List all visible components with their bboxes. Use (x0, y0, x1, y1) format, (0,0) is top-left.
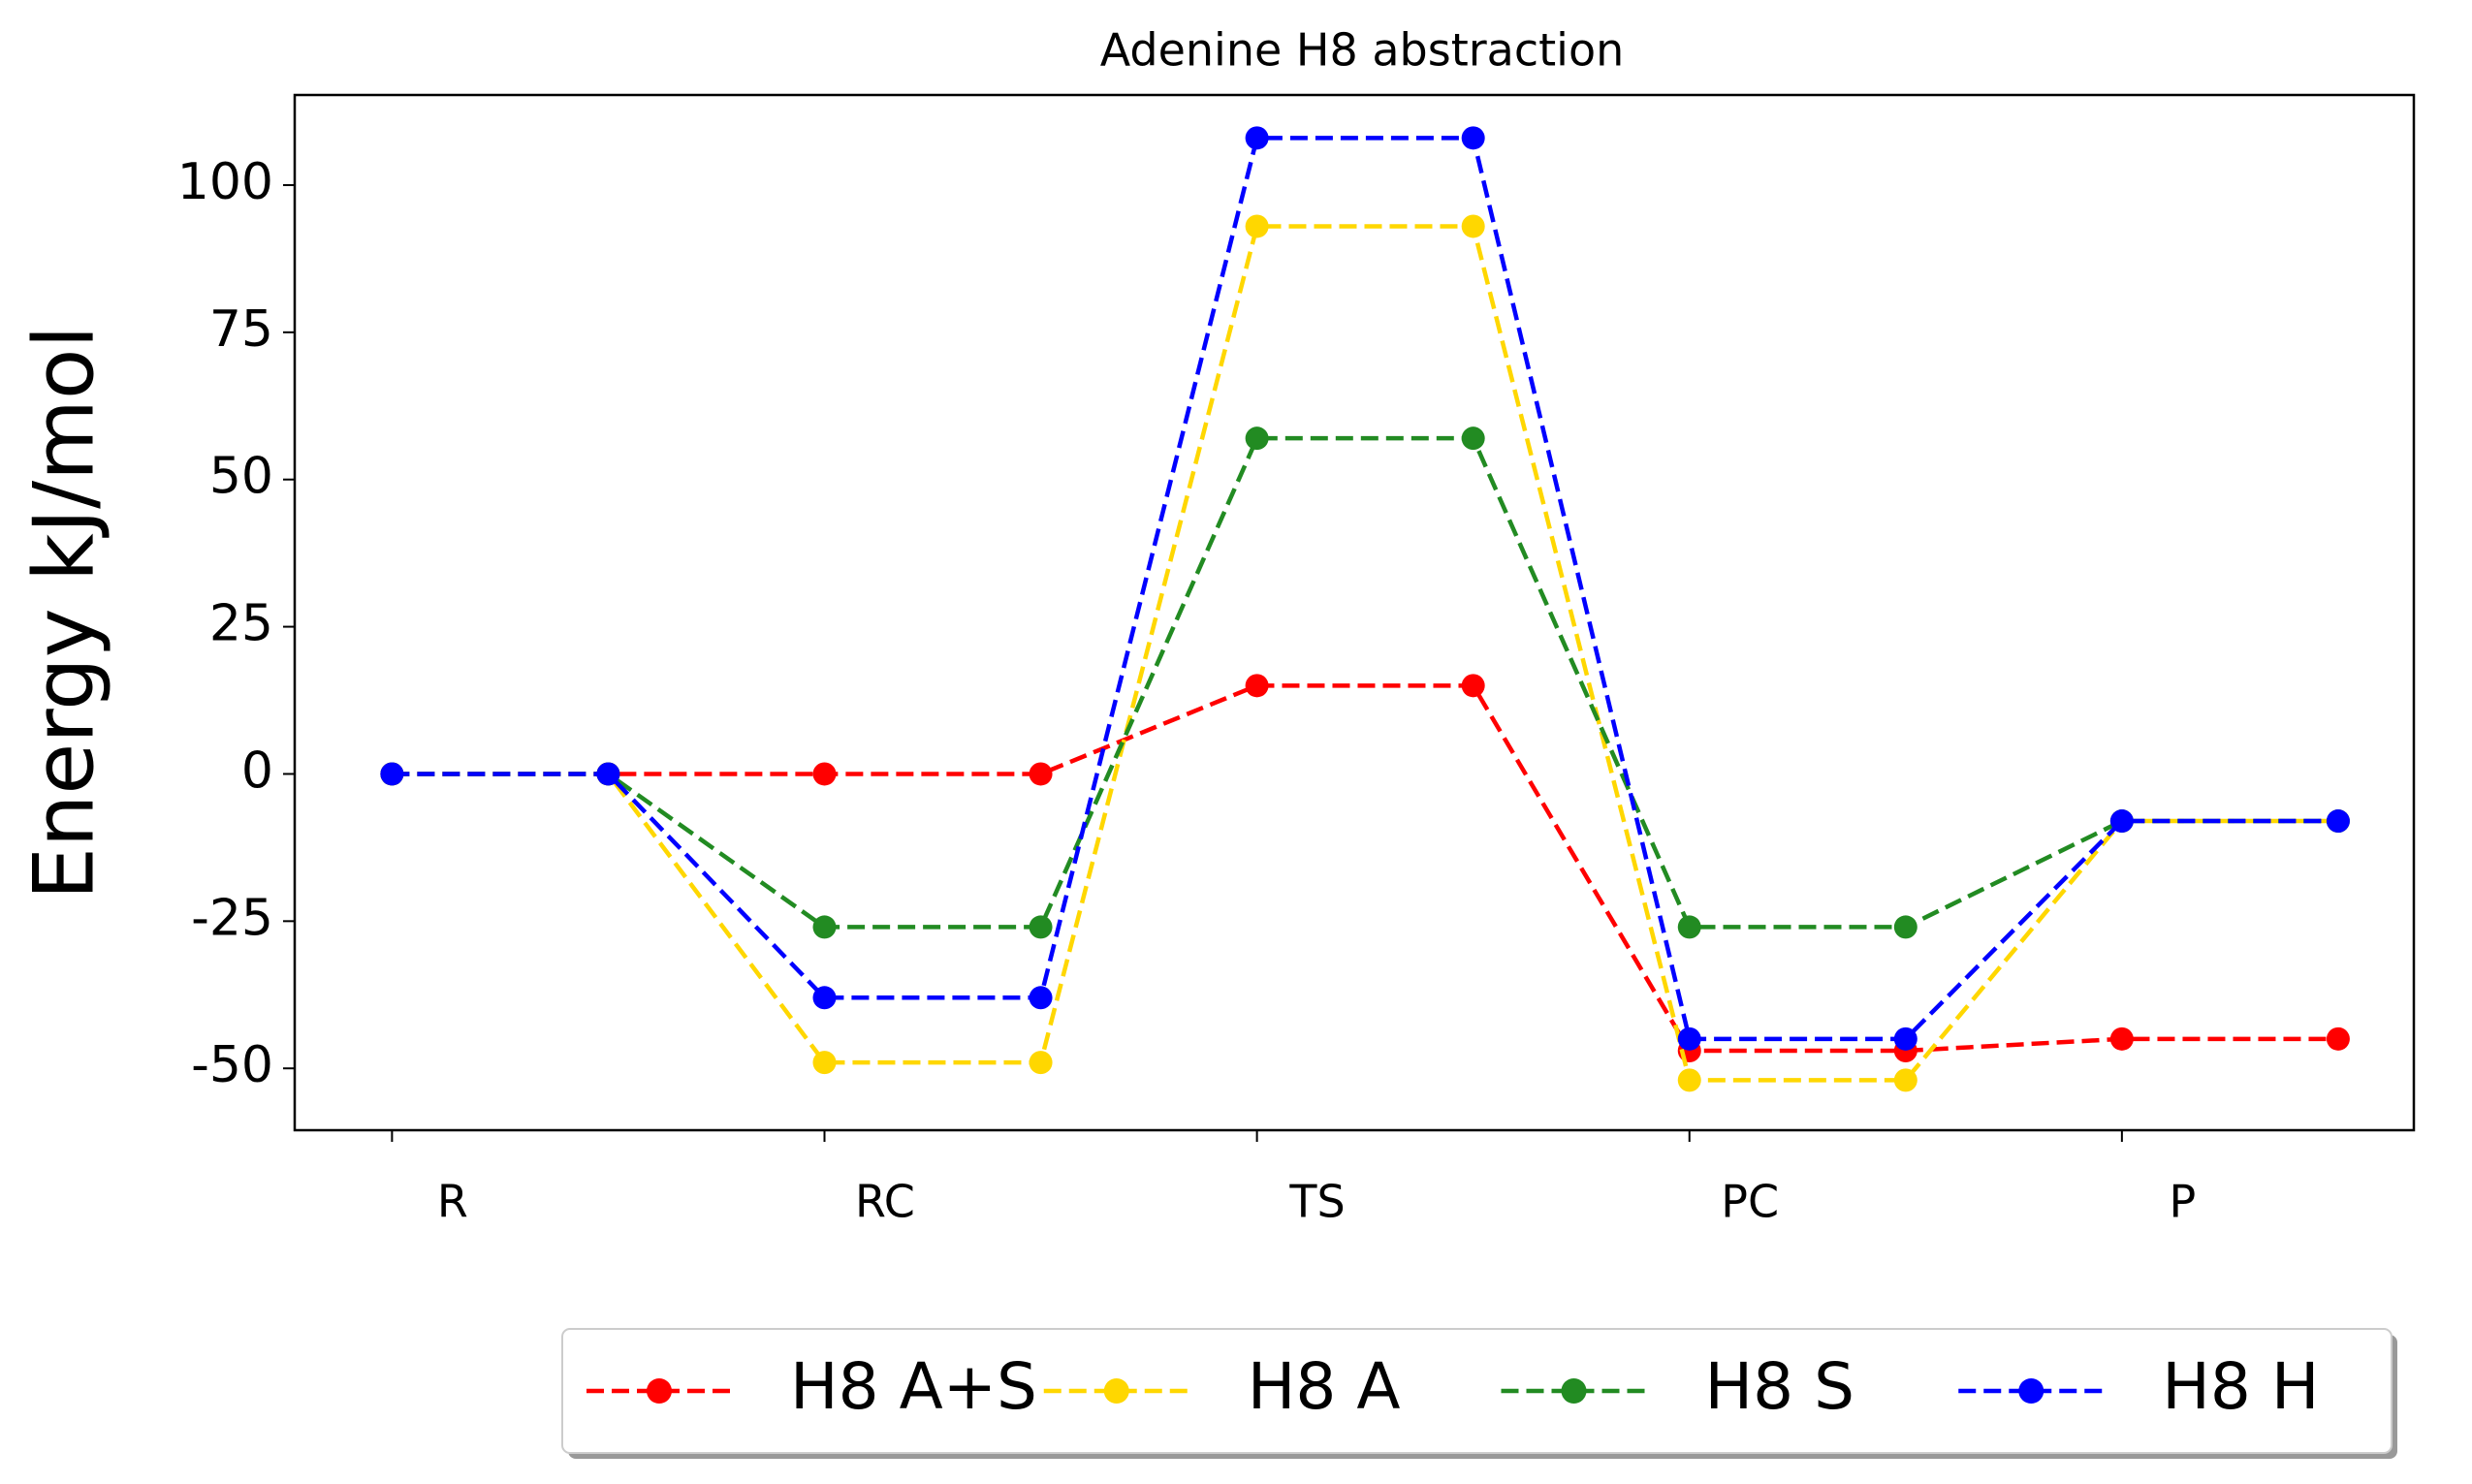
legend-label: H8 S (1705, 1349, 1855, 1424)
x-tick-label: P (2169, 1176, 2196, 1228)
series-marker (2326, 809, 2350, 834)
series-marker (596, 762, 620, 786)
series-marker (1893, 1026, 1917, 1051)
series-marker (1245, 126, 1269, 150)
series-marker (1677, 1068, 1701, 1092)
series-marker (1893, 915, 1917, 939)
legend-label: H8 A (1248, 1349, 1401, 1424)
series-marker (1461, 674, 1485, 698)
series-marker (1245, 426, 1269, 451)
series-marker (1461, 126, 1485, 150)
y-tick-label: -50 (191, 1036, 273, 1094)
series-marker (812, 915, 837, 939)
series-marker (812, 986, 837, 1010)
series-marker (2326, 1026, 2350, 1051)
x-tick-label: PC (1721, 1176, 1779, 1228)
series-marker (1677, 1026, 1701, 1051)
legend-label: H8 H (2162, 1349, 2319, 1424)
series-marker (812, 762, 837, 786)
series-marker (1029, 1051, 1053, 1075)
legend-label: H8 A+S (790, 1349, 1037, 1424)
series-line (392, 224, 2338, 1083)
series-line (392, 683, 2338, 1054)
series-marker (1245, 674, 1269, 698)
y-tick-label: 100 (177, 153, 273, 211)
series-marker (1029, 915, 1053, 939)
y-tick-label: 50 (209, 448, 273, 506)
plot-frame (293, 93, 2416, 1132)
y-tick-label: 25 (209, 595, 273, 653)
series-marker (1245, 214, 1269, 238)
y-axis-label: Energy kJ/mol (16, 326, 112, 900)
legend-marker (1103, 1378, 1129, 1404)
series-marker (812, 1051, 837, 1075)
x-tick-label: TS (1288, 1176, 1345, 1228)
chart-title: Adenine H8 abstraction (1100, 24, 1625, 77)
series-marker (2109, 809, 2134, 834)
series-marker (2109, 1026, 2134, 1051)
x-tick-label: RC (855, 1176, 915, 1228)
legend-box (561, 1328, 2393, 1454)
series-line (392, 136, 2338, 1042)
legend-marker (647, 1378, 672, 1404)
series-marker (1029, 986, 1053, 1010)
series-marker (1029, 762, 1053, 786)
series-line (392, 435, 2338, 930)
series-marker (1893, 1068, 1917, 1092)
series-marker (1461, 426, 1485, 451)
series-marker (380, 762, 404, 786)
series-marker (1677, 915, 1701, 939)
legend-marker (2018, 1378, 2044, 1404)
series-marker (1461, 214, 1485, 238)
y-tick-label: 75 (209, 300, 273, 359)
x-tick-label: R (437, 1176, 468, 1228)
y-tick-label: 0 (241, 742, 273, 800)
legend-marker (1561, 1378, 1587, 1404)
y-tick-label: -25 (191, 889, 273, 947)
